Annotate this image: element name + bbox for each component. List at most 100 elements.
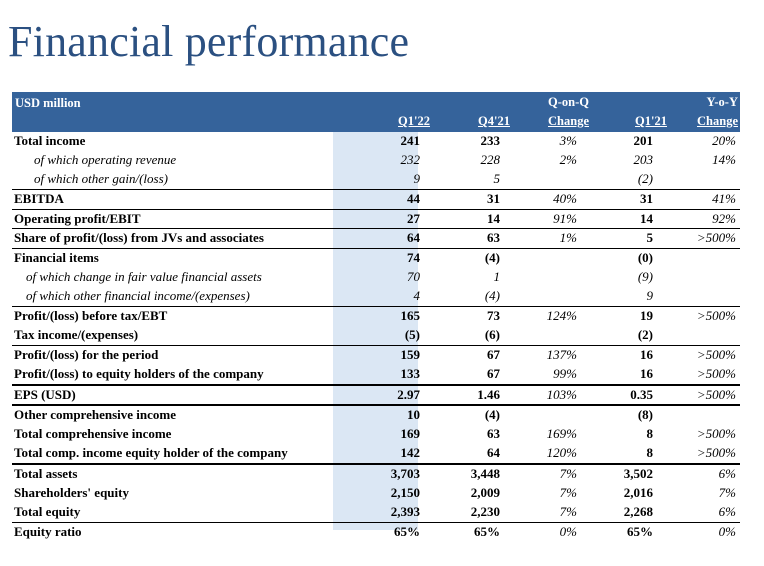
cell-q421: (4) [484,288,500,304]
row-label: Total assets [14,466,78,482]
table-row: Shareholders' equity 2,150 2,009 7% 2,016 7% [12,484,740,503]
cell-yoy-change: 0% [718,523,736,539]
cell-q121: 14 [640,210,653,226]
financial-table: USD million Q1'22 Q4'21 Q-on-Q Change Q1… [12,92,740,542]
cell-qoq-change: 7% [559,503,577,519]
cell-q421: 1.46 [477,386,500,402]
table-body: Total income 241 233 3% 201 20% of which opera… [12,132,740,542]
cell-q122: 74 [407,250,420,266]
cell-yoy-change: 92% [712,210,736,226]
col-header-q121: Q1'21 [635,114,667,128]
cell-q122: 70 [407,269,420,285]
cell-yoy-change: >500% [696,445,736,461]
cell-q122: 232 [400,151,421,167]
table-row: of which change in fair value financial … [12,268,740,287]
row-label: Shareholders' equity [14,485,129,501]
row-label: Profit/(loss) to equity holders of the c… [14,365,264,381]
cell-q121: (8) [637,407,653,423]
cell-q421: (4) [484,250,500,266]
row-label: Operating profit/EBIT [14,210,141,226]
cell-qoq-change: 137% [546,346,577,362]
cell-q122: 10 [407,407,420,423]
cell-yoy-change: 7% [718,485,736,501]
table-row: of which operating revenue 232 228 2% 203 14% [12,151,740,170]
cell-qoq-change: 7% [559,466,577,482]
cell-q421: 1 [493,269,501,285]
cell-yoy-change: 20% [712,133,736,148]
cell-q122: 2,150 [390,485,420,501]
row-label: Equity ratio [14,523,82,539]
unit-label: USD million [15,96,81,110]
table-row: of which other financial income/(expense… [12,287,740,308]
table-row: Equity ratio 65% 65% 0% 65% 0% [12,523,740,542]
cell-qoq-change: 124% [546,308,577,324]
cell-q122: 3,703 [390,466,420,482]
cell-q122: 2,393 [390,503,420,519]
cell-q121: 0.35 [630,386,653,402]
cell-q122: 159 [400,346,421,362]
cell-q421: 3,448 [470,466,500,482]
cell-q421: 73 [487,308,500,324]
cell-q121: 5 [646,230,654,246]
row-label: Tax income/(expenses) [14,326,139,342]
cell-yoy-change: 6% [718,503,736,519]
cell-yoy-change: >500% [696,426,736,442]
row-label: Financial items [14,250,99,266]
cell-q122: 4 [413,288,421,304]
table-row: Total comprehensive income 169 63 169% 8 >500… [12,425,740,444]
table-row: Operating profit/EBIT 27 14 91% 14 92% [12,210,740,230]
table-header: USD million Q1'22 Q4'21 Q-on-Q Change Q1… [12,92,740,132]
table-row: EPS (USD) 2.97 1.46 103% 0.35 >500% [12,386,740,407]
row-label: Profit/(loss) for the period [14,346,159,362]
cell-q122: 65% [394,523,420,539]
cell-q122: 2.97 [397,386,420,402]
cell-q121: 201 [633,133,654,148]
cell-q421: 65% [474,523,500,539]
cell-qoq-change: 103% [546,386,577,402]
table-row: Financial items 74 (4) (0) [12,249,740,268]
cell-qoq-change: 169% [546,426,577,442]
table-row: Total equity 2,393 2,230 7% 2,268 6% [12,503,740,523]
cell-yoy-change: >500% [696,308,736,324]
cell-qoq-change: 1% [559,230,577,246]
cell-q122: (5) [404,326,420,342]
cell-q121: 31 [640,190,653,206]
col-header-yoy-top: Y-o-Y [706,95,738,109]
cell-q122: 142 [400,445,421,461]
cell-qoq-change: 40% [553,190,577,206]
cell-q421: 63 [487,230,500,246]
row-label: of which other financial income/(expense… [26,288,250,304]
row-label: of which operating revenue [34,151,177,167]
cell-q121: (2) [637,170,653,186]
row-label: Other comprehensive income [14,407,176,423]
row-label: EBITDA [14,190,64,206]
row-label: of which change in fair value financial … [26,269,262,285]
cell-qoq-change: 99% [553,365,577,381]
cell-q121: 19 [640,308,653,324]
cell-q121: 203 [633,151,654,167]
cell-q121: (2) [637,326,653,342]
table-row: Profit/(loss) for the period 159 67 137% 16 >… [12,346,740,365]
cell-q122: 9 [413,170,421,186]
cell-q121: 3,502 [623,466,653,482]
cell-qoq-change: 0% [559,523,577,539]
page-title: Financial performance [8,17,410,66]
cell-q421: 233 [480,133,501,148]
cell-qoq-change: 2% [559,151,577,167]
cell-q421: 63 [487,426,500,442]
cell-q421: (6) [484,326,500,342]
cell-q421: 14 [487,210,500,226]
col-header-yoy-bottom: Change [697,114,738,128]
cell-yoy-change: 41% [712,190,736,206]
cell-yoy-change: >500% [696,365,736,381]
cell-q421: 228 [480,151,501,167]
col-header-qoq-top: Q-on-Q [548,95,589,109]
col-header-qoq-bottom: Change [548,114,589,128]
col-header-q421: Q4'21 [478,114,510,128]
cell-qoq-change: 120% [546,445,577,461]
cell-q121: 16 [640,365,653,381]
cell-q122: 44 [407,190,420,206]
cell-q121: 16 [640,346,653,362]
table-row: Profit/(loss) before tax/EBT 165 73 124% 19 >… [12,307,740,326]
cell-q122: 169 [400,426,421,442]
